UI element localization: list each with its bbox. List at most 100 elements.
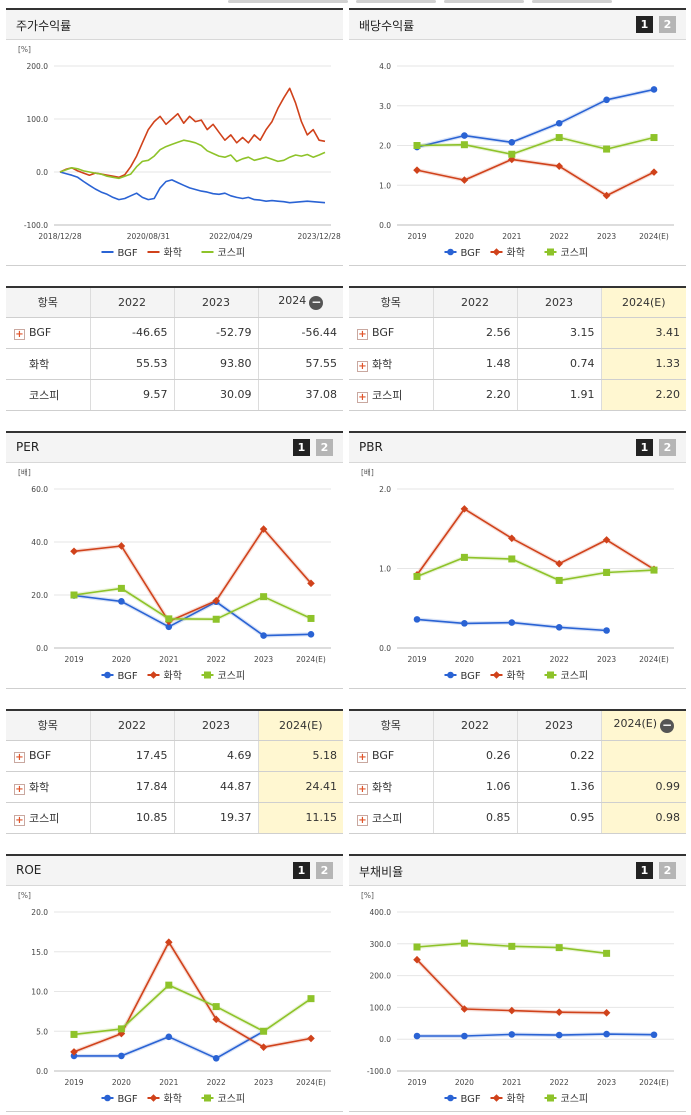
data-point xyxy=(460,141,468,149)
expand-icon[interactable]: + xyxy=(14,814,25,826)
y-tick-label: 0.0 xyxy=(379,221,391,230)
table-row: + 코스피 0.85 0.95 0.98 xyxy=(349,802,686,834)
data-point xyxy=(555,944,563,952)
table-row: + 화학 1.06 1.36 0.99 xyxy=(349,771,686,803)
panel-header: 배당수익률 1 2 xyxy=(349,10,686,40)
cell-value: 30.09 xyxy=(173,379,258,411)
expand-icon[interactable]: + xyxy=(14,751,25,763)
legend-label: BGF xyxy=(118,671,138,682)
data-point xyxy=(603,1030,610,1038)
x-tick-label: 2018/12/28 xyxy=(38,232,81,241)
cell-value: 1.48 xyxy=(432,348,517,380)
legend-marker xyxy=(104,1094,111,1102)
data-table-0: 항목 2022 2023 2024− + BGF -46.65 -52.79 -56.44 화학 5… xyxy=(6,286,343,411)
data-point xyxy=(461,620,468,627)
table-row: + BGF 2.56 3.15 3.41 xyxy=(349,317,686,349)
data-point xyxy=(461,1032,468,1040)
panel-header: PER 1 2 xyxy=(6,433,343,463)
tab-2[interactable]: 2 xyxy=(316,439,333,456)
data-point xyxy=(307,579,315,588)
expand-icon[interactable]: + xyxy=(357,751,368,763)
table-row: + 화학 1.48 0.74 1.33 xyxy=(349,348,686,380)
x-tick-label: 2020/08/31 xyxy=(127,232,170,241)
cell-value: 3.15 xyxy=(516,317,601,349)
x-tick-label: 2021 xyxy=(502,655,521,664)
expand-icon[interactable]: + xyxy=(357,814,368,826)
series-line xyxy=(73,594,312,637)
expand-icon[interactable]: + xyxy=(357,360,368,372)
tab-1[interactable]: 1 xyxy=(636,16,653,33)
x-tick-label: 2022 xyxy=(550,1078,569,1087)
legend-marker xyxy=(547,1094,554,1102)
expand-icon[interactable]: + xyxy=(357,783,368,795)
y-tick-label: 0.0 xyxy=(379,1035,391,1044)
data-point xyxy=(165,981,173,989)
y-tick-label: -100.0 xyxy=(24,221,48,230)
tab-1[interactable]: 1 xyxy=(636,439,653,456)
chart-svg: [%] 400.0 300.0 200.0 100.0 0.0 -100.0 2019 2020… xyxy=(361,891,674,1105)
legend-marker xyxy=(149,671,158,679)
x-tick-label: 2021 xyxy=(502,232,521,241)
legend-marker xyxy=(204,671,211,679)
y-tick-label: 1.0 xyxy=(379,565,391,574)
series-line xyxy=(73,941,312,1053)
tab-2[interactable]: 2 xyxy=(659,439,676,456)
expand-icon[interactable]: + xyxy=(357,391,368,403)
header-item: 항목 xyxy=(6,710,90,741)
row-label: + BGF xyxy=(6,740,90,772)
series-line xyxy=(416,136,655,155)
cell-value: 2.20 xyxy=(432,379,517,411)
data-point xyxy=(650,1031,658,1039)
tab-2[interactable]: 2 xyxy=(659,16,676,33)
tab-1[interactable]: 1 xyxy=(293,862,310,879)
x-tick-label: 2022 xyxy=(207,1078,226,1087)
row-label: + BGF xyxy=(6,317,90,349)
cell-value: 1.06 xyxy=(432,771,517,803)
data-point xyxy=(603,145,611,153)
tab-1[interactable]: 1 xyxy=(636,862,653,879)
data-point xyxy=(602,191,611,200)
legend-marker xyxy=(547,248,554,256)
tab-2[interactable]: 2 xyxy=(316,862,333,879)
x-tick-label: 2020 xyxy=(112,1078,131,1087)
data-point xyxy=(165,1033,173,1041)
row-label: + 화학 xyxy=(349,771,433,803)
cell-value: 17.45 xyxy=(89,740,174,772)
x-tick-label: 2019 xyxy=(407,1078,426,1087)
data-point xyxy=(212,1003,220,1011)
series-shadow xyxy=(415,506,656,577)
cell-value: 5.18 xyxy=(257,740,343,772)
cell-value: -52.79 xyxy=(173,317,258,349)
expand-icon[interactable]: + xyxy=(357,328,368,340)
expand-icon[interactable]: + xyxy=(14,783,25,795)
cell-value: 57.55 xyxy=(257,348,343,380)
tab-1[interactable]: 1 xyxy=(293,439,310,456)
tab-2[interactable]: 2 xyxy=(659,862,676,879)
cell-value: 19.37 xyxy=(173,802,258,834)
row-label: 화학 xyxy=(6,348,90,380)
cell-value: 1.36 xyxy=(516,771,601,803)
data-table-1: 항목 2022 2023 2024(E) + BGF 2.56 3.15 3.41 + 화학 1.48… xyxy=(349,286,686,411)
series-line xyxy=(416,556,655,582)
cell-value: -46.65 xyxy=(89,317,174,349)
data-point xyxy=(307,995,315,1003)
table-row: 화학 55.53 93.80 57.55 xyxy=(6,348,343,380)
legend-label: 화학 xyxy=(507,247,525,259)
collapse-icon[interactable]: − xyxy=(309,295,324,311)
cell-value: 93.80 xyxy=(173,348,258,380)
header-year: 2022 xyxy=(432,287,517,318)
legend-marker xyxy=(447,671,454,679)
data-point xyxy=(508,942,516,950)
data-point xyxy=(165,938,173,947)
collapse-icon[interactable]: − xyxy=(660,718,675,734)
table-row: + BGF -46.65 -52.79 -56.44 xyxy=(6,317,343,349)
data-point xyxy=(259,525,268,533)
data-point xyxy=(70,1052,78,1060)
data-point xyxy=(555,576,563,584)
x-tick-label: 2022 xyxy=(550,232,569,241)
expand-icon[interactable]: + xyxy=(14,328,25,340)
chart-panel-0: 주가수익률 [%] 200.0 100.0 0.0 -100.0 2018/12/28 202… xyxy=(6,8,343,266)
panel-title: 주가수익률 xyxy=(16,19,72,33)
